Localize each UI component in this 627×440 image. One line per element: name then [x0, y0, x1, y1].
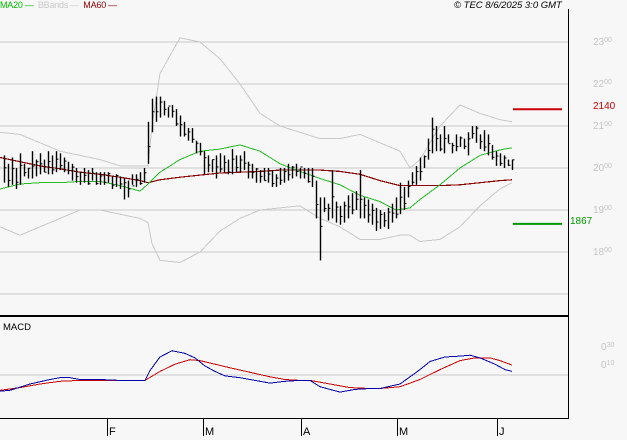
- macd-signal-line: [0, 357, 513, 391]
- ma60-line: [0, 156, 513, 187]
- resistance-label: 2140: [593, 101, 616, 112]
- ma20: [0, 144, 513, 211]
- copyright-timestamp: © TEC 8/6/2025 3:0 GMT: [454, 0, 562, 11]
- price-axis-label: 1800: [593, 247, 612, 258]
- bband-lower: [0, 182, 513, 264]
- month-label: M: [205, 426, 215, 438]
- bband-upper: [0, 37, 513, 169]
- month-label: M: [399, 426, 409, 438]
- legend-bbands: BBands —: [37, 0, 79, 10]
- price-axis-label: 2200: [593, 79, 612, 90]
- legend-ma60: MA60—: [83, 0, 117, 10]
- macd-lines: [0, 350, 513, 393]
- month-label: A: [303, 426, 311, 438]
- macd-axis-label: 010: [601, 360, 615, 371]
- macd-title: MACD: [3, 322, 31, 333]
- price-axis-label: 2000: [593, 163, 612, 174]
- price-gridlines: [0, 41, 568, 376]
- bollinger-bands: [0, 37, 513, 264]
- month-label: F: [109, 426, 116, 438]
- ma60: [0, 156, 513, 187]
- macd-axis-label: 030: [601, 342, 615, 353]
- legend-ma20: MA20—: [0, 0, 34, 10]
- price-axis-label: 2300: [593, 37, 612, 48]
- chart-frame: [0, 9, 569, 436]
- macd-line: [0, 350, 513, 393]
- price-bars: [3, 96, 515, 261]
- price-axis-label: 2100: [593, 121, 612, 132]
- legend: MA20— BBands — MA60—: [0, 0, 119, 10]
- ma20-line: [0, 144, 513, 211]
- month-label: J: [499, 426, 505, 438]
- support-resistance-lines: [513, 108, 562, 225]
- price-axis-label: 1900: [593, 205, 612, 216]
- support-label: 1867: [570, 216, 593, 227]
